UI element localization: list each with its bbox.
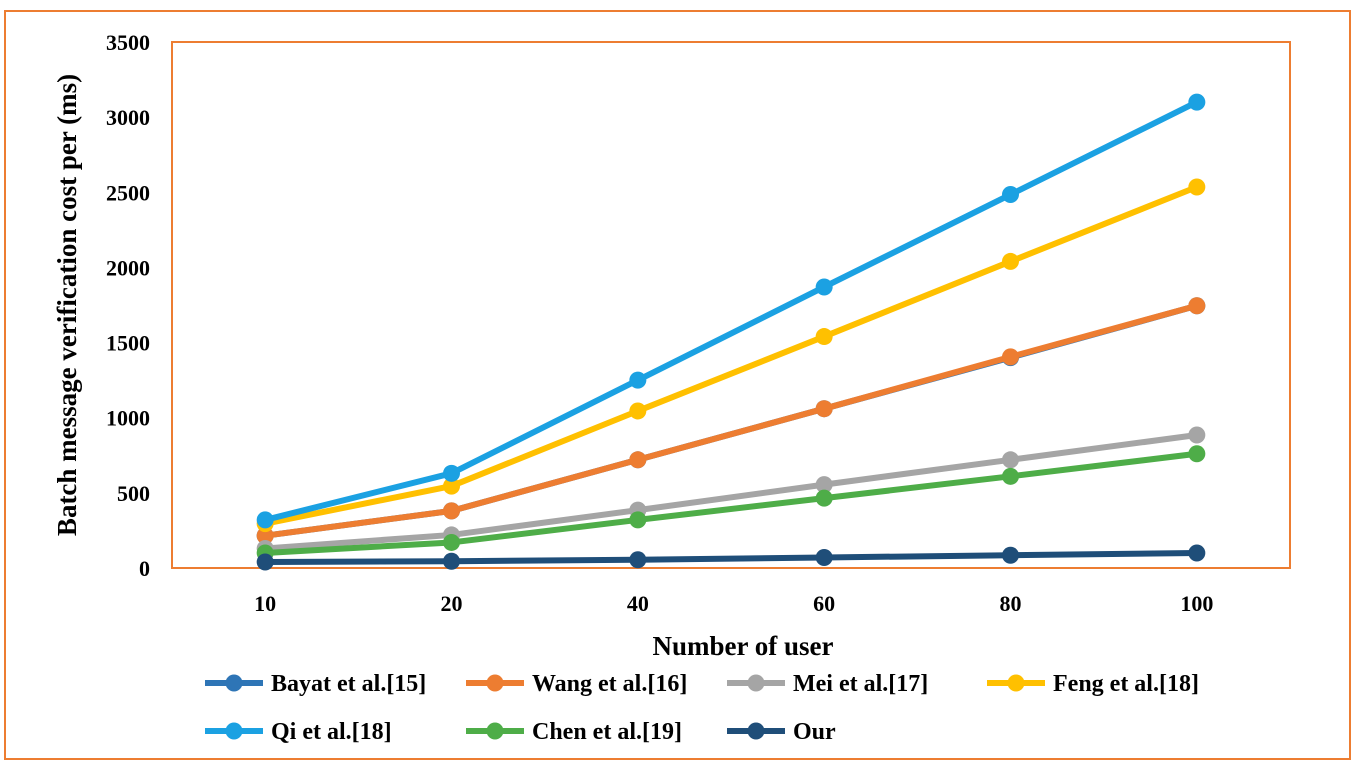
x-tick-label: 80	[1000, 591, 1022, 616]
legend-item: Mei et al.[17]	[727, 671, 928, 697]
data-point	[443, 552, 460, 570]
series-line	[262, 431, 1200, 552]
legend-swatch-marker	[747, 722, 765, 740]
legend-label: Chen et al.[19]	[532, 719, 682, 745]
legend: Bayat et al.[15] Wang et al.[16] Mei et al…	[205, 671, 1199, 745]
legend-label: Bayat et al.[15]	[271, 671, 426, 697]
data-point	[629, 371, 647, 389]
x-axis-title: Number of user	[653, 631, 834, 661]
legend-item: Our	[727, 719, 836, 745]
legend-label: Mei et al.[17]	[793, 671, 928, 697]
data-point	[815, 400, 833, 418]
data-point	[629, 402, 647, 420]
data-point	[443, 533, 460, 551]
data-point	[1002, 546, 1019, 564]
y-tick-label: 3500	[106, 30, 150, 55]
x-tick-label: 10	[254, 591, 276, 616]
data-point	[1188, 297, 1206, 315]
legend-item: Feng et al.[18]	[987, 671, 1199, 697]
series-line	[262, 184, 1200, 527]
legend-item: Chen et al.[19]	[466, 719, 682, 745]
legend-swatch-marker	[1007, 674, 1025, 692]
data-point	[443, 502, 460, 520]
legend-label: Feng et al.[18]	[1053, 671, 1199, 697]
legend-label: Qi et al.[18]	[271, 719, 392, 745]
y-tick-label: 2500	[106, 180, 150, 205]
data-point	[815, 328, 833, 346]
data-point	[1002, 348, 1019, 366]
legend-swatch-marker	[486, 722, 504, 740]
y-tick-label: 3000	[106, 105, 150, 130]
series-line	[262, 302, 1200, 539]
y-tick-label: 0	[139, 556, 150, 581]
series-line	[262, 302, 1200, 539]
data-point	[629, 511, 647, 529]
legend-swatch-marker	[486, 674, 504, 692]
data-point	[815, 476, 833, 494]
data-point	[629, 451, 647, 469]
legend-label: Our	[793, 719, 836, 745]
data-point	[629, 551, 647, 569]
x-tick-label: 20	[441, 591, 463, 616]
series-line	[262, 450, 1200, 556]
chart-frame	[4, 10, 1351, 760]
data-point	[815, 278, 833, 296]
legend-item: Wang et al.[16]	[466, 671, 687, 697]
data-point	[1002, 252, 1019, 270]
data-point	[1002, 451, 1019, 469]
y-tick-label: 2000	[106, 255, 150, 280]
series-line	[262, 549, 1200, 565]
data-point	[1002, 467, 1019, 485]
x-axis-ticks: 10 20 40 60 80 100	[254, 591, 1213, 616]
data-point	[1188, 445, 1206, 463]
x-tick-label: 60	[813, 591, 835, 616]
y-tick-label: 500	[117, 481, 150, 506]
data-point	[443, 464, 460, 482]
legend-item: Qi et al.[18]	[205, 719, 392, 745]
data-point	[1002, 186, 1019, 204]
data-point	[1188, 544, 1206, 562]
data-point	[443, 477, 460, 495]
legend-swatch-marker	[747, 674, 765, 692]
series-2	[256, 426, 1206, 557]
series-layer	[256, 93, 1206, 571]
series-6	[256, 544, 1206, 571]
series-line	[262, 99, 1200, 523]
series-5	[256, 445, 1206, 562]
y-axis-ticks: 0 500 1000 1500 2000 2500 3000 3500	[106, 30, 150, 581]
legend-swatch-marker	[225, 722, 243, 740]
legend-item: Bayat et al.[15]	[205, 671, 426, 697]
data-point	[256, 511, 274, 529]
x-tick-label: 40	[627, 591, 649, 616]
data-point	[815, 489, 833, 507]
series-3	[256, 178, 1206, 533]
x-tick-label: 100	[1180, 591, 1213, 616]
data-point	[815, 548, 833, 566]
data-point	[1188, 426, 1206, 444]
legend-label: Wang et al.[16]	[532, 671, 687, 697]
legend-swatch-marker	[225, 674, 243, 692]
series-4	[256, 93, 1206, 529]
plot-area	[171, 41, 1291, 569]
data-point	[256, 553, 274, 571]
y-axis-title: Batch message verification cost per (ms)	[52, 74, 82, 536]
series-1	[256, 297, 1206, 545]
data-point	[1188, 93, 1206, 111]
y-tick-label: 1000	[106, 406, 150, 431]
y-tick-label: 1500	[106, 331, 150, 356]
data-point	[256, 527, 274, 545]
data-point	[1188, 178, 1206, 196]
